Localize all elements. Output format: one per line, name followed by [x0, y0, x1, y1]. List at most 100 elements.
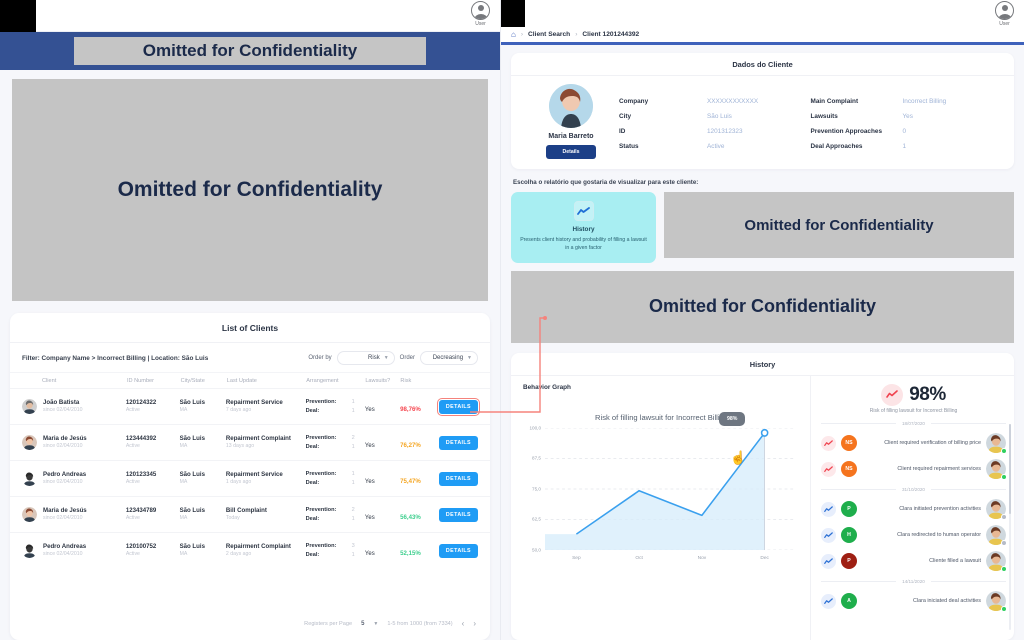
- event-badge: P: [841, 501, 857, 518]
- report-card-history[interactable]: History Presents client history and prob…: [511, 192, 656, 263]
- prev-page-button[interactable]: ‹: [461, 619, 465, 628]
- filter-text: Filter: Company Name > Incorrect Billing…: [22, 354, 209, 362]
- order-by-value: Risk: [368, 355, 380, 361]
- table-row[interactable]: Maria de Jesús since 02/04/2010 123434789 A…: [10, 496, 490, 532]
- y-tick-label: 62,5: [532, 516, 541, 522]
- event-badge: H: [841, 527, 857, 544]
- chart-tooltip: 98%: [719, 411, 746, 426]
- deal-label: Deal:: [305, 551, 320, 558]
- timeline-date: 14/11/2020: [902, 579, 925, 585]
- timeline-date-separator: 31/10/2020: [821, 487, 1006, 492]
- last-update-time: 7 days ago: [225, 407, 252, 414]
- page-range-text: 1-5 from 1000 (from 7334): [387, 620, 453, 627]
- timeline-scrollbar-thumb[interactable]: [1008, 423, 1011, 514]
- details-button[interactable]: DETAILS: [438, 507, 478, 522]
- report-card-description: Presents client history and probability …: [520, 237, 647, 251]
- client-field: City São Luis: [619, 113, 811, 120]
- client-state: MA: [179, 551, 188, 558]
- risk-value: 76,27%: [400, 441, 421, 449]
- behavior-graph-label: Behavior Graph: [523, 383, 571, 391]
- breadcrumb-item-client-search[interactable]: Client Search: [528, 31, 571, 38]
- trend-line-icon: [821, 461, 836, 477]
- list-item[interactable]: NS Client required repairment services: [821, 456, 1007, 482]
- brand-logo: [501, 0, 525, 27]
- client-status: Active: [125, 551, 140, 558]
- history-body: Behavior Graph Risk of filling lawsuit f…: [511, 375, 1014, 640]
- event-text: Cliente filled a lawsuit: [929, 557, 981, 564]
- last-update-time: 2 days ago: [225, 551, 252, 558]
- last-update-time: 1 days ago: [225, 479, 252, 486]
- prevention-label: Prevention:: [305, 543, 337, 550]
- table-row[interactable]: João Batista since 02/04/2010 120124322 Act…: [10, 388, 490, 424]
- list-item[interactable]: H Clara redirected to human operator: [821, 522, 1007, 548]
- timeline-scrollbar-track[interactable]: [1008, 423, 1011, 630]
- list-item[interactable]: P Cliente filled a lawsuit: [821, 548, 1007, 574]
- user-label: User: [999, 21, 1010, 27]
- user-menu[interactable]: User: [995, 1, 1014, 27]
- registers-per-page-label: Registers per Page: [304, 620, 353, 627]
- avatar: [986, 551, 1007, 573]
- field-value: XXXXXXXXXXXX: [707, 97, 759, 105]
- details-button[interactable]: DETAILS: [438, 543, 478, 558]
- table-row[interactable]: Maria de Jesús since 02/04/2010 123444392 A…: [10, 424, 490, 460]
- trend-line-icon: [821, 553, 836, 569]
- next-page-button[interactable]: ›: [473, 619, 476, 628]
- lawsuits-value: Yes: [364, 442, 375, 449]
- field-value: Yes: [902, 112, 913, 120]
- client-id: 123434789: [125, 506, 157, 514]
- report-card-title: History: [572, 226, 595, 233]
- details-button[interactable]: DETAILS: [438, 471, 478, 486]
- trend-line-icon: [821, 593, 836, 609]
- trend-line-icon: [821, 435, 836, 451]
- chart-x-axis: Sep Oct Nov Dec: [545, 556, 796, 561]
- trend-line-icon: [573, 201, 594, 221]
- hero-omitted-box: Omitted for Confidentiality: [12, 79, 488, 301]
- timeline-date-separator: 18/07/2020: [821, 421, 1006, 426]
- deal-value: 1: [351, 443, 355, 450]
- client-id: 120123345: [125, 470, 157, 478]
- details-button[interactable]: DETAILS: [438, 435, 478, 450]
- list-item[interactable]: A Clara iniciated deal activities: [821, 588, 1007, 614]
- home-icon[interactable]: ⌂: [511, 30, 516, 39]
- field-key: ID: [619, 127, 626, 135]
- col-id: ID Number: [126, 378, 155, 384]
- client-details-button[interactable]: Details: [546, 145, 596, 159]
- field-value: São Luis: [707, 112, 732, 120]
- client-status: Active: [125, 515, 140, 522]
- avatar: [986, 525, 1007, 547]
- table-row[interactable]: Pedro Andreas since 02/04/2010 120100752 Ac…: [10, 532, 490, 568]
- breadcrumb-separator: ›: [520, 31, 524, 38]
- breadcrumb-item-client[interactable]: Client 1201244392: [582, 31, 640, 38]
- chart-title: Risk of filling lawsuit for Incorrect Bi…: [595, 412, 728, 422]
- client-name: João Batista: [43, 398, 80, 406]
- user-menu[interactable]: User: [471, 1, 490, 27]
- y-tick-label: 87,5: [532, 455, 541, 461]
- event-text: Clara iniciated deal activities: [912, 597, 981, 604]
- list-item[interactable]: P Clara initiated prevention activities: [821, 496, 1007, 522]
- client-field: Main Complaint Incorrect Billing: [811, 98, 1003, 105]
- avatar: [986, 591, 1007, 613]
- order-select[interactable]: Decreasing ▼: [420, 351, 478, 365]
- breadcrumb: ⌂ › Client Search › Client 1201244392: [501, 27, 1024, 45]
- table-row[interactable]: Pedro Andreas since 02/04/2010 120123345 Ac…: [10, 460, 490, 496]
- order-by-select[interactable]: Risk ▼: [336, 351, 395, 365]
- client-name: Pedro Andreas: [43, 470, 87, 478]
- details-button[interactable]: DETAILS: [436, 397, 481, 416]
- prevention-value: 2: [351, 435, 355, 442]
- history-title: History: [511, 353, 1014, 376]
- field-key: Lawsuits: [810, 112, 838, 120]
- client-field: Status Active: [619, 143, 811, 150]
- client-name: Maria de Jesús: [43, 506, 87, 514]
- risk-chart[interactable]: 100,0 87,5 75,0 62,5 50,0 Sep Oct Nov Dec 98% ☝: [523, 411, 800, 578]
- risk-summary: 98%: [821, 383, 1006, 406]
- avatar: [22, 398, 37, 414]
- page-size-value[interactable]: 5: [361, 620, 365, 627]
- client-since: since 02/04/2010: [43, 443, 83, 450]
- last-update: Repairment Complaint: [225, 542, 291, 550]
- lawsuits-value: Yes: [364, 550, 375, 557]
- banner-omitted-box: Omitted for Confidentiality: [74, 37, 426, 65]
- prevention-label: Prevention:: [305, 471, 337, 478]
- user-label: User: [475, 21, 486, 27]
- list-item[interactable]: NS Client required verification of billin…: [821, 430, 1007, 456]
